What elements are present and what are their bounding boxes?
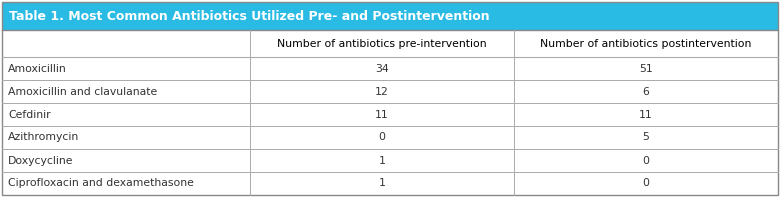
Bar xyxy=(2,30,250,57)
Text: 0: 0 xyxy=(643,178,650,189)
Bar xyxy=(2,126,250,149)
Text: 6: 6 xyxy=(643,86,650,97)
Bar xyxy=(514,80,778,103)
Text: 5: 5 xyxy=(643,133,650,142)
Text: Doxycycline: Doxycycline xyxy=(8,155,73,165)
Text: Table 1. Most Common Antibiotics Utilized Pre- and Postintervention: Table 1. Most Common Antibiotics Utilize… xyxy=(9,9,490,22)
Bar xyxy=(250,30,514,57)
Bar xyxy=(250,149,514,172)
Text: 0: 0 xyxy=(378,133,385,142)
Text: 34: 34 xyxy=(375,63,389,73)
Text: Number of antibiotics postintervention: Number of antibiotics postintervention xyxy=(541,38,752,48)
Text: 11: 11 xyxy=(375,110,389,120)
Bar xyxy=(2,172,250,195)
Bar xyxy=(2,2,778,30)
Text: Number of antibiotics pre-intervention: Number of antibiotics pre-intervention xyxy=(277,38,487,48)
Bar xyxy=(514,172,778,195)
Bar xyxy=(250,103,514,126)
Text: 12: 12 xyxy=(375,86,389,97)
Text: Amoxicillin and clavulanate: Amoxicillin and clavulanate xyxy=(8,86,158,97)
Bar xyxy=(2,57,250,80)
Bar xyxy=(514,126,778,149)
Bar xyxy=(250,80,514,103)
Text: Ciprofloxacin and dexamethasone: Ciprofloxacin and dexamethasone xyxy=(8,178,194,189)
Bar xyxy=(514,103,778,126)
Bar xyxy=(250,126,514,149)
Text: 51: 51 xyxy=(639,63,653,73)
Text: 11: 11 xyxy=(639,110,653,120)
Bar xyxy=(514,57,778,80)
Bar xyxy=(514,149,778,172)
Text: 1: 1 xyxy=(378,155,385,165)
Text: Amoxicillin: Amoxicillin xyxy=(8,63,67,73)
Bar xyxy=(2,80,250,103)
Text: Cefdinir: Cefdinir xyxy=(8,110,51,120)
Text: Azithromycin: Azithromycin xyxy=(8,133,80,142)
Bar xyxy=(250,172,514,195)
Bar xyxy=(250,57,514,80)
Text: 1: 1 xyxy=(378,178,385,189)
Text: 0: 0 xyxy=(643,155,650,165)
Bar xyxy=(2,103,250,126)
Bar xyxy=(2,149,250,172)
Bar xyxy=(514,30,778,57)
